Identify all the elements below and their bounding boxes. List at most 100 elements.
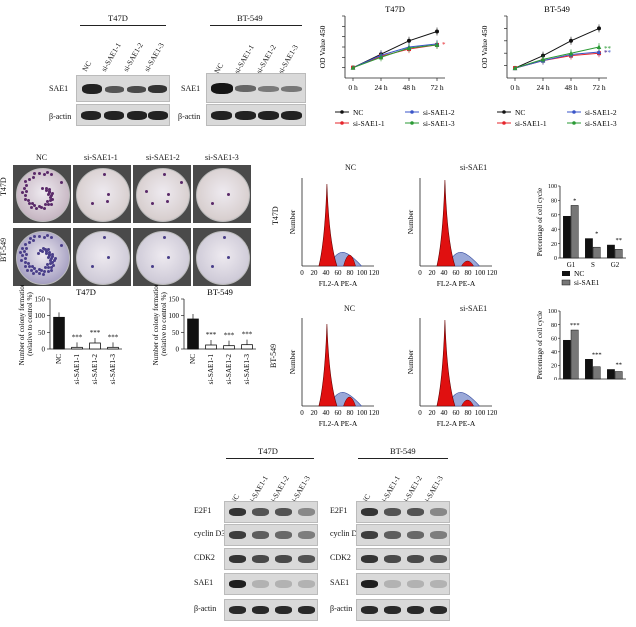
significance-label: * (604, 49, 608, 57)
y-tick-label: 50 (172, 329, 180, 337)
colony-dot (151, 264, 155, 268)
y-axis-label: OD Value 450 (480, 25, 489, 68)
blot-line (226, 458, 314, 459)
dish-well (136, 168, 190, 222)
x-tick-label: si-SAE1-2 (225, 354, 233, 385)
colony-dot (25, 247, 29, 250)
blot-image (224, 599, 318, 621)
colony-bar-chart-bt549: BT-549 Number of colony formation (relativ… (152, 285, 256, 384)
dish-well (76, 231, 130, 285)
row-label: cyclin D3 (330, 529, 362, 538)
x-tick-label: 72 h (430, 83, 443, 92)
y-axis-label: Number of colony formation (152, 285, 160, 365)
y-tick-label: 50 (38, 329, 46, 337)
colony-dot (50, 198, 54, 202)
colony-dot (48, 187, 52, 191)
colony-dot (31, 201, 35, 205)
dish-photo (13, 165, 71, 223)
significance-label: ** (615, 237, 622, 244)
colony-dot (28, 177, 32, 181)
colony-dot (167, 256, 170, 259)
colony-bar-chart-t47d: T47D Number of colony formation (relative … (18, 285, 122, 384)
x-tick-label: 0 (418, 269, 422, 277)
colony-dot (38, 271, 42, 275)
x-tick-label: 60 (335, 409, 343, 417)
colony-dot (91, 201, 95, 205)
legend-marker (340, 121, 344, 125)
lane-label: si-SAE1-1 (232, 43, 256, 75)
g1-peak (318, 323, 338, 407)
colony-dot (47, 203, 50, 207)
colony-dot (40, 205, 44, 209)
x-tick-label: 20 (311, 409, 319, 417)
x-tick-label: 100 (357, 269, 368, 277)
bar (592, 246, 601, 259)
x-tick-label: 120 (369, 409, 380, 417)
band (361, 531, 378, 539)
band (298, 555, 315, 563)
hist-col-label: NC (345, 163, 357, 172)
chart-title: T47D (76, 287, 96, 297)
data-point (596, 44, 602, 49)
colony-dot (45, 233, 49, 237)
band (384, 555, 401, 563)
x-tick-label: G2 (611, 261, 620, 269)
x-axis-label: FL2-A PE-A (437, 279, 476, 288)
y-tick-label: 60 (551, 336, 557, 342)
band (430, 555, 447, 563)
row-label: SAE1 (330, 578, 350, 587)
y-axis-label: Percentage of cell cycle (536, 188, 544, 256)
y-tick-label: 80 (551, 323, 557, 329)
lane-label: si-SAE1-2 (254, 43, 278, 75)
colony-dot (60, 243, 64, 247)
colony-dot (25, 268, 29, 272)
cell-cycle-bar-chart-t47d: Percentage of cell cycle 0 20 40 60 80 100 * G1 *… (536, 184, 626, 287)
x-tick-label: 100 (357, 409, 368, 417)
bar (570, 205, 579, 259)
band (407, 580, 424, 588)
x-tick-label: 0 (418, 409, 422, 417)
colony-dot (31, 264, 35, 268)
dish-well (76, 168, 130, 222)
y-axis-label: (relative to control %) (26, 292, 34, 356)
blot-image (356, 573, 450, 595)
x-tick-label: S (591, 261, 595, 269)
y-axis-label: Number (288, 349, 297, 374)
band (275, 531, 292, 539)
colony-dot (44, 266, 48, 270)
row-label: SAE1 (194, 578, 214, 587)
x-tick-label: NC (55, 354, 63, 364)
x-tick-label: 60 (453, 269, 461, 277)
histogram-bt549-nc: Number 0 20 40 60 80 100 120 FL2-A PE-A (288, 318, 380, 428)
dish-col-label: NC (36, 153, 48, 162)
colony-dot (29, 205, 33, 209)
row-label: cyclin D3 (194, 529, 226, 538)
colony-dot (50, 255, 54, 259)
x-tick-label: 80 (465, 269, 473, 277)
colony-dot (21, 254, 25, 258)
colony-dot (50, 269, 54, 273)
colony-dot (107, 193, 110, 196)
g1-peak (436, 179, 456, 267)
colony-dot (27, 261, 31, 265)
y-tick-label: 40 (551, 350, 557, 356)
y-tick-label: 100 (35, 312, 46, 320)
band (229, 606, 246, 614)
colony-dot (52, 264, 56, 268)
colony-dot (37, 267, 41, 271)
line-chart-t47d: T47D OD Value 450 0 h 24 h 48 h 72 h * (318, 4, 446, 92)
x-tick-label: NC (189, 354, 197, 364)
band (384, 531, 401, 539)
dish-col-label: si-SAE1-2 (146, 153, 180, 162)
chart-title: BT-549 (207, 287, 233, 297)
band (229, 508, 246, 516)
colony-dot (46, 263, 50, 267)
row-label: SAE1 (181, 84, 201, 93)
significance-label: * (573, 197, 576, 204)
colony-dot (44, 203, 48, 207)
colony-dot (41, 250, 44, 253)
blot-image (224, 548, 318, 570)
colony-dot (41, 187, 44, 190)
band (430, 580, 447, 588)
colony-dot (211, 201, 215, 205)
